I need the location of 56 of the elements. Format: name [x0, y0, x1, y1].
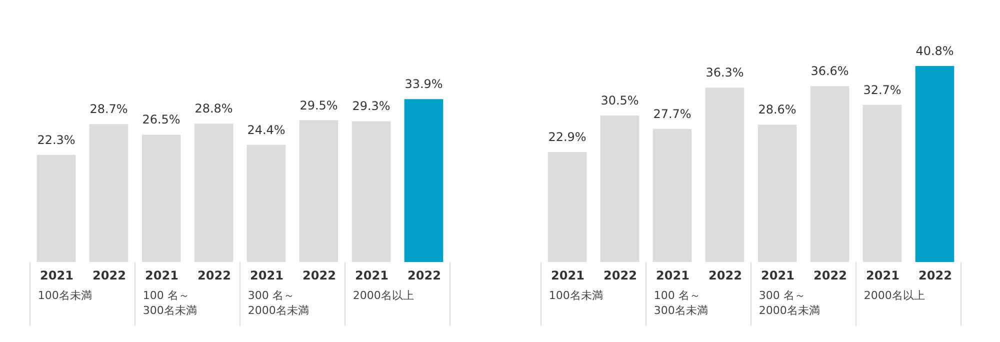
x-tick-label: 2021 [761, 268, 794, 282]
bar [758, 124, 797, 262]
data-label: 36.3% [706, 66, 744, 80]
bar [142, 134, 181, 262]
data-label: 22.3% [37, 132, 76, 147]
bar [352, 121, 391, 262]
bar [194, 124, 234, 262]
text: 100 名～ 300名未満 [142, 289, 197, 317]
bar [548, 152, 587, 262]
x-tick-label: 2022 [92, 268, 126, 282]
data-label: 33.9% [404, 77, 443, 92]
x-tick-label: 2021 [250, 268, 284, 282]
x-tick-label: 2022 [604, 268, 637, 282]
bar [810, 86, 850, 262]
x-tick-label: 2022 [408, 268, 441, 282]
text: 100名未満 [548, 289, 603, 302]
x-tick-label: 2021 [40, 268, 74, 282]
x-tick-label: 2021 [551, 268, 584, 282]
text: 2000名以上 [352, 289, 414, 302]
bar [404, 99, 444, 262]
bar [246, 144, 286, 262]
data-label: 26.5% [142, 112, 180, 127]
data-label: 27.7% [653, 106, 692, 121]
bar [600, 115, 640, 262]
bar [299, 120, 338, 262]
x-tick-label: 2022 [198, 268, 231, 282]
x-tick-label: 2022 [814, 268, 847, 282]
x-tick-label: 2021 [866, 268, 900, 282]
data-label: 40.8% [916, 44, 954, 58]
x-tick-label: 2021 [145, 268, 178, 282]
data-label: 30.5% [600, 93, 639, 108]
text: 2000名以上 [864, 289, 925, 302]
text: 300 名～ 2000名未満 [758, 289, 820, 317]
x-tick-label: 2022 [918, 268, 952, 282]
data-label: 28.7% [90, 102, 128, 116]
x-tick-label: 2021 [656, 268, 690, 282]
data-label: 36.6% [810, 64, 849, 78]
x-tick-label: 2022 [302, 268, 336, 282]
text: 300 名～ 2000名未満 [248, 289, 309, 317]
data-label: 29.3% [352, 99, 390, 114]
data-label: 28.6% [758, 102, 796, 117]
data-label: 22.9% [548, 130, 586, 144]
bar [915, 66, 954, 262]
bar [89, 124, 128, 262]
bar [36, 154, 76, 262]
data-label: 24.4% [247, 122, 286, 137]
text: 100名未満 [38, 289, 92, 302]
data-label: 29.5% [300, 98, 338, 112]
bar [705, 88, 744, 262]
x-tick-label: 2021 [355, 268, 388, 282]
x-tick-label: 2022 [708, 268, 742, 282]
data-label: 28.8% [194, 102, 233, 116]
text: 100 名～ 300名未満 [654, 289, 708, 317]
data-label: 32.7% [863, 82, 902, 97]
bar [862, 104, 902, 262]
bar [652, 128, 692, 262]
